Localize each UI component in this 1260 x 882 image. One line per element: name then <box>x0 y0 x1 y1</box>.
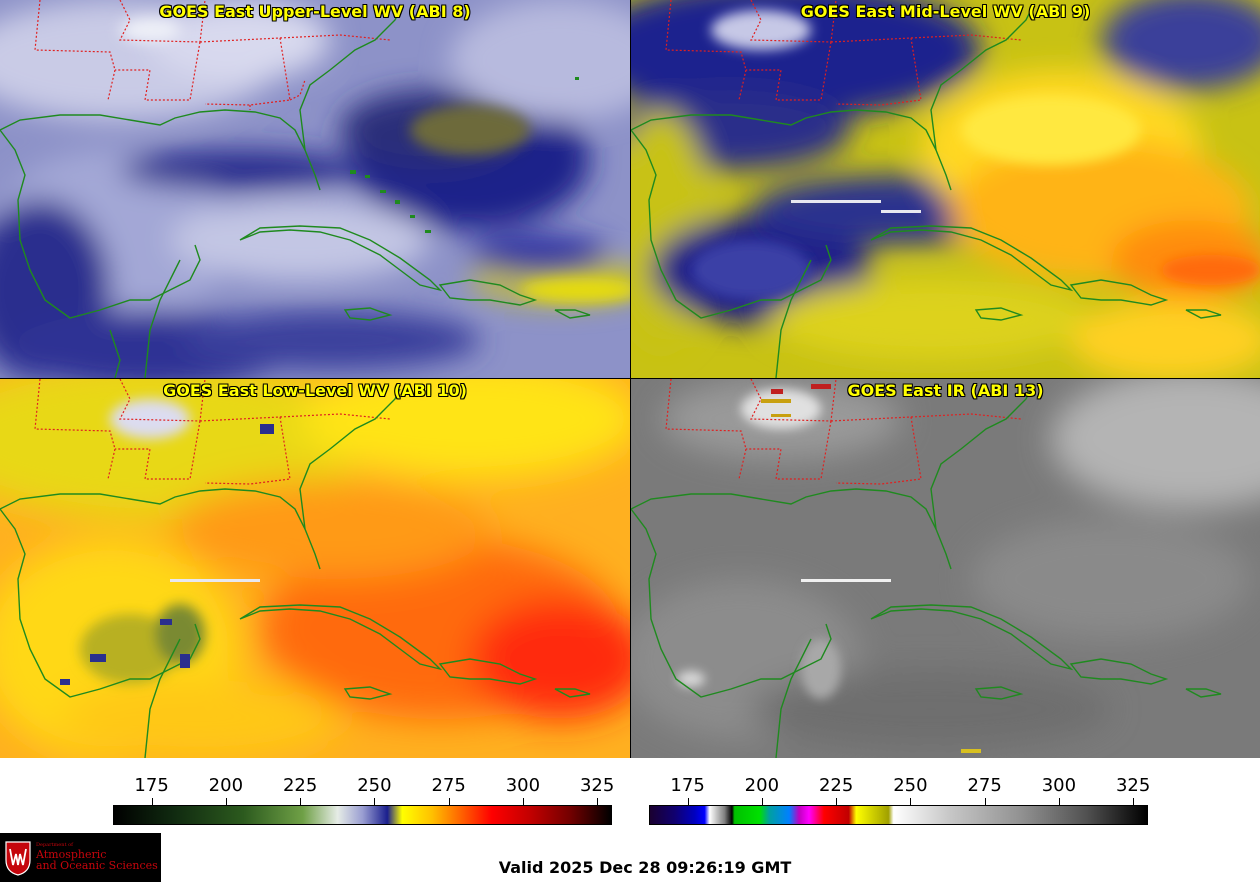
colorbar-tick-label: 175 <box>134 775 169 796</box>
colorbar-tick <box>597 798 599 805</box>
logo-name-line1: Atmospheric <box>36 847 107 861</box>
aos-logo: Department of Atmospheric and Oceanic Sc… <box>0 833 161 882</box>
colorbar-tick-label: 200 <box>208 775 244 796</box>
panel-title: GOES East IR (ABI 13) <box>847 381 1044 400</box>
mid-level-wv-panel: GOES East Mid-Level WV (ABI 9) <box>631 0 1260 378</box>
mid-level-wv-image <box>631 0 1260 378</box>
colorbar-tick <box>1058 798 1060 805</box>
upper-level-wv-panel: GOES East Upper-Level WV (ABI 8) <box>0 0 630 378</box>
colorbar-tick <box>522 798 524 805</box>
colorbar-tick-label: 275 <box>431 775 466 796</box>
logo-name-line2: and Oceanic Sciences <box>36 859 158 873</box>
colorbar-tick-label: 300 <box>1041 775 1077 796</box>
colorbar-tick-label: 325 <box>1115 775 1151 796</box>
colorbar-tick-label: 300 <box>505 775 541 796</box>
infrared-colorbar <box>649 805 1148 825</box>
colorbar-tick-label: 275 <box>967 775 1002 796</box>
colorbar-tick <box>836 798 838 805</box>
water-vapor-colorbar <box>113 805 612 825</box>
colorbar-tick <box>151 798 153 805</box>
ir-panel: GOES East IR (ABI 13) <box>631 379 1260 758</box>
colorbar-tick-label: 325 <box>579 775 615 796</box>
colorbar-tick-label: 250 <box>893 775 928 796</box>
colorbar-tick <box>1133 798 1135 805</box>
valid-time: Valid 2025 Dec 28 09:26:19 GMT <box>498 858 792 877</box>
colorbar-tick-label: 200 <box>744 775 780 796</box>
colorbar-tick-label: 225 <box>282 775 318 796</box>
colorbar-tick <box>374 798 376 805</box>
panel-title: GOES East Mid-Level WV (ABI 9) <box>800 2 1091 21</box>
uw-crest-icon <box>5 840 31 876</box>
colorbar-tick <box>448 798 450 805</box>
colorbar-tick <box>761 798 763 805</box>
colorbar-tick <box>687 798 689 805</box>
colorbar-tick <box>225 798 227 805</box>
colorbar-tick <box>300 798 302 805</box>
colorbar-tick-label: 175 <box>670 775 705 796</box>
colorbar-tick <box>910 798 912 805</box>
colorbar-tick <box>984 798 986 805</box>
ir-image <box>631 379 1260 758</box>
colorbar-tick-label: 225 <box>818 775 854 796</box>
panel-divider-horizontal <box>0 378 1260 379</box>
low-level-wv-image <box>0 379 630 758</box>
panel-divider-vertical <box>630 0 631 758</box>
logo-department: Department of <box>36 842 73 849</box>
panel-title: GOES East Upper-Level WV (ABI 8) <box>159 2 471 21</box>
low-level-wv-panel: GOES East Low-Level WV (ABI 10) <box>0 379 630 758</box>
colorbar-tick-label: 250 <box>357 775 392 796</box>
panel-title: GOES East Low-Level WV (ABI 10) <box>163 381 467 400</box>
upper-level-wv-image <box>0 0 630 378</box>
colorbar-area: 175 200 225 250 275 300 325 175 200 225 250 275 300… <box>0 758 1260 882</box>
